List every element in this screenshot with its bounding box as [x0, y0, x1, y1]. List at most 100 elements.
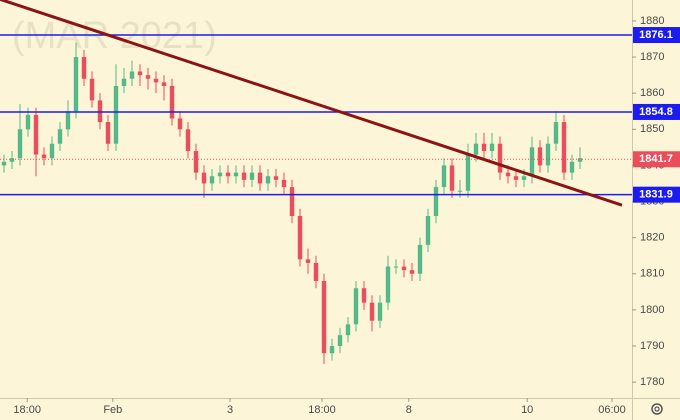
- candle-body: [161, 82, 167, 86]
- candle-body: [577, 158, 583, 162]
- level-label: 1831.9: [639, 189, 673, 201]
- last-price-badge: [633, 151, 680, 168]
- candle-body: [257, 172, 263, 184]
- x-tick-label: 8: [406, 404, 412, 416]
- x-tick-label: 06:00: [598, 404, 626, 416]
- level-badge: [633, 186, 680, 203]
- last-price-label: 1841.7: [639, 153, 673, 165]
- candle-body: [217, 172, 223, 177]
- candle-body: [1, 161, 7, 166]
- candle-body: [401, 266, 407, 271]
- y-tick-label: 1870: [640, 51, 664, 63]
- candle-body: [209, 176, 215, 184]
- level-label: 1854.8: [639, 106, 673, 118]
- candle-body: [377, 302, 383, 321]
- candle-body: [145, 75, 151, 79]
- candle-body: [337, 335, 343, 346]
- candle-body: [105, 122, 111, 144]
- candle-body: [25, 114, 31, 130]
- candle-body: [201, 172, 207, 184]
- candle-body: [297, 215, 303, 260]
- candle-body: [153, 78, 159, 83]
- candle-body: [537, 147, 543, 166]
- candle-body: [129, 71, 135, 79]
- x-tick-label: 18:00: [308, 404, 336, 416]
- candle-body: [249, 172, 255, 180]
- candle-body: [449, 165, 455, 191]
- candle-body: [241, 172, 247, 180]
- candle-body: [521, 176, 527, 180]
- candle-body: [89, 78, 95, 101]
- candle-body: [329, 345, 335, 354]
- candle-body: [369, 302, 375, 321]
- candle-body: [441, 165, 447, 188]
- settings-icon[interactable]: [651, 403, 663, 415]
- trend-line: [0, 0, 623, 207]
- candle-body: [137, 71, 143, 76]
- candle-body: [561, 122, 567, 173]
- candle-body: [49, 143, 55, 159]
- candle-body: [465, 154, 471, 191]
- candle-body: [185, 129, 191, 151]
- candle-body: [417, 244, 423, 274]
- candle-body: [433, 187, 439, 216]
- candle-body: [473, 143, 479, 155]
- y-tick-label: 1850: [640, 123, 664, 135]
- candle-body: [313, 262, 319, 281]
- y-tick-label: 1810: [640, 268, 664, 280]
- candle-body: [193, 150, 199, 173]
- y-tick-label: 1860: [640, 87, 664, 99]
- candle-body: [385, 266, 391, 303]
- x-tick-label: 10: [521, 404, 533, 416]
- candle-body: [265, 176, 271, 184]
- candle-body: [225, 172, 231, 177]
- candle-body: [425, 215, 431, 245]
- y-tick-label: 1800: [640, 304, 664, 316]
- candle-body: [121, 78, 127, 86]
- candle-body: [345, 324, 351, 336]
- candle-body: [393, 266, 399, 268]
- candle-body: [273, 176, 279, 180]
- candle-body: [489, 143, 495, 151]
- candle-body: [169, 85, 175, 119]
- candle-body: [33, 114, 39, 155]
- y-tick-label: 1880: [640, 15, 664, 27]
- candle-body: [353, 288, 359, 325]
- candle-body: [553, 122, 559, 144]
- x-tick-label: Feb: [103, 404, 122, 416]
- candle-body: [41, 154, 47, 159]
- candle-body: [177, 118, 183, 130]
- candle-body: [545, 143, 551, 166]
- level-badge: [633, 103, 680, 120]
- candle-body: [113, 85, 119, 144]
- candle-body: [81, 57, 87, 79]
- candle-body: [505, 172, 511, 177]
- candle-body: [65, 111, 71, 130]
- candle-body: [497, 143, 503, 173]
- candle-body: [305, 259, 311, 263]
- candle-body: [321, 280, 327, 354]
- candle-body: [529, 147, 535, 177]
- y-tick-label: 1780: [640, 376, 664, 388]
- level-label: 1876.1: [639, 29, 673, 41]
- candle-body: [289, 187, 295, 216]
- level-badge: [633, 27, 680, 44]
- y-tick-label: 1820: [640, 232, 664, 244]
- candle-body: [281, 179, 287, 188]
- candle-body: [57, 129, 63, 144]
- candle-body: [361, 288, 367, 303]
- x-tick-label: 18:00: [13, 404, 41, 416]
- y-tick-label: 1790: [640, 340, 664, 352]
- candle-body: [569, 161, 575, 173]
- candle-body: [17, 129, 23, 159]
- candle-body: [409, 270, 415, 274]
- candle-body: [9, 158, 15, 162]
- candle-body: [233, 172, 239, 177]
- candle-body: [73, 57, 79, 112]
- candle-body: [481, 143, 487, 151]
- x-tick-label: 3: [227, 404, 233, 416]
- candle-body: [513, 176, 519, 180]
- candle-body: [457, 190, 463, 192]
